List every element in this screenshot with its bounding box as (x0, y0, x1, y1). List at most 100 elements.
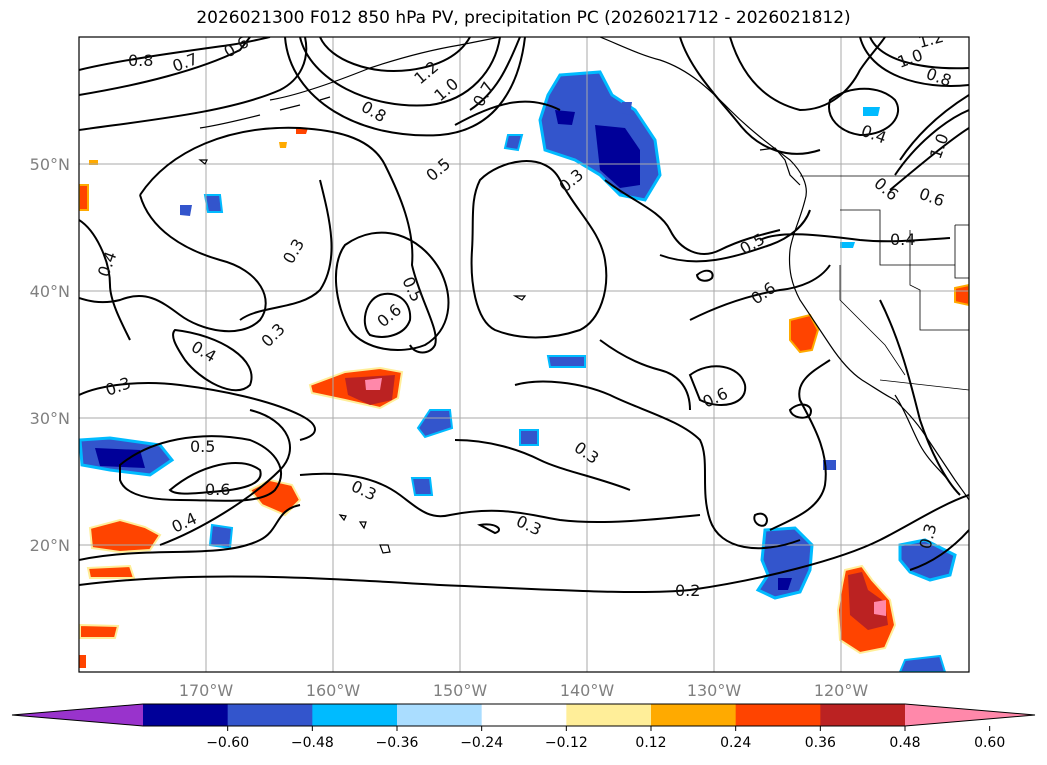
precip-positive-west-5 (79, 184, 89, 211)
coast-baja (894, 394, 949, 481)
contour-0.6-east-loop (688, 365, 747, 406)
contour-0.3-island-2 (788, 403, 812, 419)
precip-positive-west-2 (88, 518, 162, 554)
precip-negative-mid-4 (410, 477, 434, 496)
colorbar-segment (820, 704, 906, 726)
coast-north-america (788, 199, 969, 501)
contour-0.8-north (79, 37, 271, 71)
precip-negative-east-5 (863, 107, 880, 116)
lon-label: 160°W (306, 681, 361, 700)
precip-positive-west-9 (279, 142, 287, 148)
colorbar-ticks: −0.60 −0.48 −0.36 −0.24 −0.12 0.12 0.24 0.36 0.4… (206, 726, 1005, 751)
coast-small-isl-1 (198, 159, 208, 165)
colorbar-segment (312, 704, 398, 726)
precip-positive-west-4 (79, 623, 120, 639)
contour-label: 0.6 (205, 480, 230, 499)
lon-label: 150°W (433, 681, 488, 700)
lat-label: 20°N (30, 536, 70, 555)
contour-0.5-south (119, 435, 282, 502)
latitude-labels: 50°N 40°N 30°N 20°N (30, 155, 70, 555)
colorbar-segments (11, 703, 1036, 727)
contour-0.4-upper-mid (454, 100, 561, 126)
precip-positive-west-3 (86, 564, 136, 579)
contour-0.4-bc (759, 233, 951, 243)
contour-0.3-southwest (79, 382, 316, 441)
precip-negative-mid-2 (546, 355, 586, 368)
lat-label: 40°N (30, 282, 70, 301)
border-states-2 (839, 265, 906, 376)
lon-label: 140°W (560, 681, 615, 700)
colorbar-extend-high (905, 704, 1035, 726)
contour-bc-high-2 (899, 94, 969, 161)
contour-0.6-mid (599, 339, 691, 411)
border-states-3 (909, 230, 969, 331)
contour-0.3-pacific-big (470, 160, 608, 339)
precip-negative-west-2 (203, 194, 224, 213)
border-us-mexico (879, 379, 969, 391)
longitude-labels: 170°W 160°W 150°W 140°W 130°W 120°W (179, 681, 869, 700)
contour-0.3-small-1 (477, 523, 500, 535)
lat-label: 50°N (30, 155, 70, 174)
contour-0.4-west-loop (172, 328, 253, 392)
contour-0.3-se-2 (879, 299, 961, 496)
contour-bc-high-3 (894, 109, 969, 176)
contour-0.3-south-loop (753, 512, 768, 527)
contour-ne-2 (859, 37, 969, 87)
lat-label: 30°N (30, 409, 70, 428)
contour-0.7-aleutian (469, 37, 521, 111)
contour-label: 0.2 (675, 581, 700, 600)
contour-0.5-north (139, 126, 437, 354)
colorbar-tick-label: 0.48 (889, 735, 920, 751)
contour-0.3-central-2 (454, 439, 631, 491)
contour-0.5-center-ring (334, 231, 450, 351)
contour-aleutian-high-1 (319, 37, 471, 72)
contour-0.4-west (79, 219, 131, 341)
contour-label: 0.4 (890, 230, 915, 249)
contour-0.3-mid (239, 179, 333, 321)
coast-alaska (269, 37, 807, 201)
precip-positive-east-edge (954, 283, 969, 307)
contour-0.2-south (79, 494, 969, 594)
contour-0.6-east (689, 264, 831, 321)
precip-negative-east-6 (840, 242, 855, 248)
contour-0.3-east-2 (769, 359, 831, 531)
contour-0.6-north (79, 37, 308, 131)
precip-shading (79, 70, 969, 672)
precip-negative-west-3 (180, 205, 192, 216)
contour-0.6-south (168, 462, 262, 495)
precip-negative-east-3 (898, 654, 947, 672)
coast-small-isl-2 (512, 295, 527, 301)
contour-bc-high-4 (889, 127, 969, 191)
lon-label: 130°W (687, 681, 742, 700)
colorbar-extend-low (12, 704, 143, 726)
contour-0.3-central (299, 472, 701, 524)
coast-aleutians (199, 96, 331, 129)
precip-positive-baja-peak (874, 600, 886, 616)
precip-negative-gulf-alaska-core2 (555, 110, 575, 125)
precip-negative-mid-3 (519, 429, 539, 446)
political-borders (800, 175, 969, 391)
colorbar: −0.60 −0.48 −0.36 −0.24 −0.12 0.12 0.24 0.36 0.4… (11, 703, 1036, 751)
colorbar-tick-label: 0.12 (635, 735, 666, 751)
colorbar-tick-label: 0.24 (720, 735, 751, 751)
map-gridlines (79, 37, 969, 672)
colorbar-segment (651, 704, 737, 726)
contour-ne-4 (679, 37, 821, 155)
contour-aleutian-high-2 (299, 37, 501, 107)
lon-label: 120°W (814, 681, 869, 700)
precip-positive-west-8 (296, 128, 308, 134)
precip-positive-baja-core (848, 572, 888, 630)
contour-aleutian-high-3 (284, 37, 526, 137)
colorbar-segment (735, 704, 821, 726)
border-states-1 (840, 209, 955, 266)
colorbar-segment (143, 704, 229, 726)
contour-0.3-central-3 (514, 380, 801, 550)
colorbar-tick-label: −0.12 (545, 735, 588, 751)
colorbar-tick-label: 0.36 (805, 735, 836, 751)
colorbar-tick-label: −0.36 (376, 735, 419, 751)
contour-ne-3 (729, 37, 886, 112)
contour-0.6-center (363, 292, 412, 338)
coastlines (198, 37, 969, 554)
map-title: 2026021300 F012 850 hPa PV, precipitatio… (196, 8, 851, 28)
